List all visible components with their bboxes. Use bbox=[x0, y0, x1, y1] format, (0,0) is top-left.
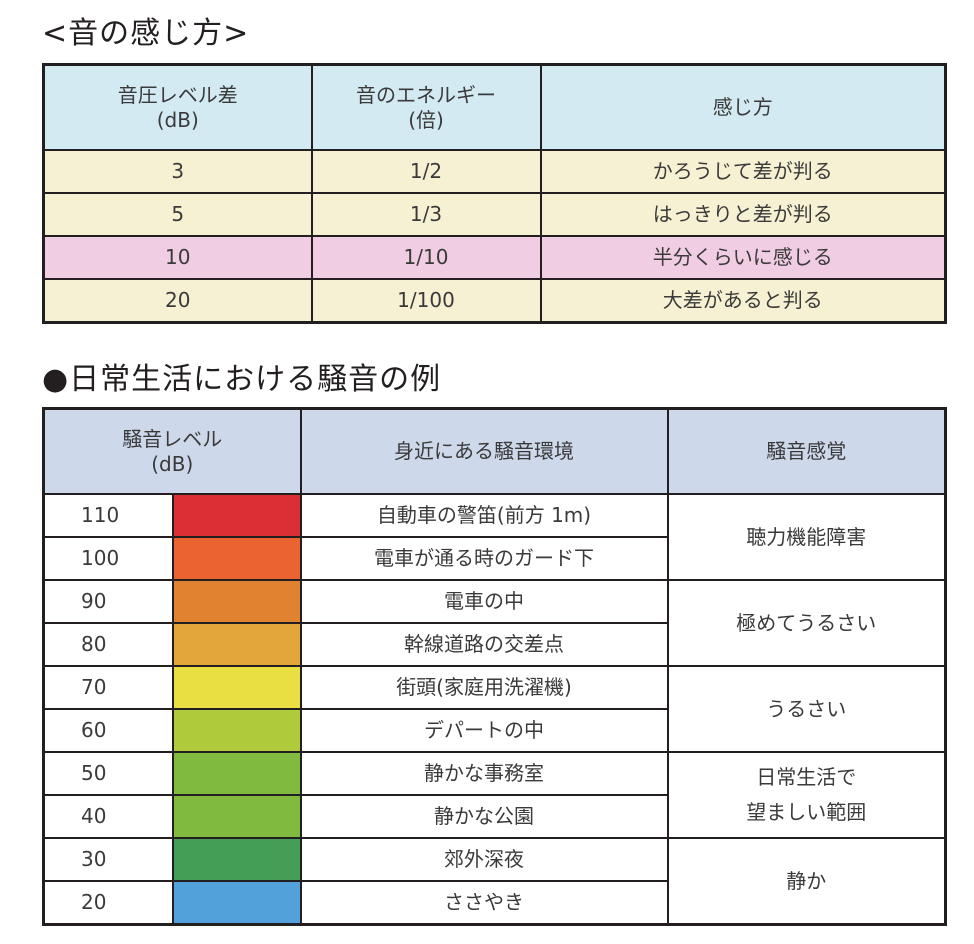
feeling-line: 望ましい範囲 bbox=[746, 800, 867, 824]
db-cell: 10 bbox=[42, 235, 313, 280]
feeling-cell: はっきりと差が判る bbox=[539, 192, 947, 237]
environment-cell: 静かな事務室 bbox=[299, 751, 669, 796]
header-unit: (倍) bbox=[408, 107, 444, 132]
environment-cell: ささやき bbox=[299, 880, 669, 926]
db-cell: 5 bbox=[42, 192, 313, 237]
table-row: 40 静かな公園 bbox=[42, 794, 946, 839]
level-cell: 110 bbox=[42, 493, 174, 538]
feeling-cell: かろうじて差が判る bbox=[539, 149, 947, 194]
header-noise-level: 騒音レベル (dB) bbox=[42, 407, 302, 495]
table-row: 70 街頭(家庭用洗濯機) うるさい bbox=[42, 665, 947, 753]
table-row: 80 幹線道路の交差点 bbox=[42, 622, 946, 667]
color-swatch bbox=[171, 493, 302, 538]
energy-cell: 1/10 bbox=[310, 235, 542, 280]
table-row: 60 デパートの中 bbox=[42, 708, 946, 753]
table-row-highlighted: 10 1/10 半分くらいに感じる bbox=[42, 235, 947, 280]
section-title-noise-examples: ●日常生活における騒音の例 bbox=[42, 362, 442, 397]
color-swatch bbox=[171, 579, 302, 624]
header-line: 騒音レベル bbox=[122, 426, 223, 451]
environment-cell: 幹線道路の交差点 bbox=[299, 622, 669, 667]
feeling-cell: 静か bbox=[666, 837, 947, 926]
header-environment: 身近にある騒音環境 bbox=[299, 407, 669, 495]
noise-examples-table: 騒音レベル (dB) 身近にある騒音環境 騒音感覚 110 自動車の警笛(前方 … bbox=[42, 407, 947, 926]
color-swatch bbox=[171, 665, 302, 710]
table-row: 110 自動車の警笛(前方 1m) 聴力機能障害 bbox=[42, 493, 947, 581]
table-row: 50 静かな事務室 日常生活で 望ましい範囲 bbox=[42, 751, 947, 839]
feeling-cell: 日常生活で 望ましい範囲 bbox=[666, 751, 947, 839]
level-cell: 30 bbox=[42, 837, 174, 882]
feeling-cell: 大差があると判る bbox=[539, 278, 947, 324]
table-row: 20 ささやき bbox=[42, 880, 946, 926]
environment-cell: 電車が通る時のガード下 bbox=[299, 536, 669, 581]
color-swatch bbox=[171, 880, 302, 926]
energy-cell: 1/3 bbox=[310, 192, 542, 237]
feeling-cell: 半分くらいに感じる bbox=[539, 235, 947, 280]
feeling-cell: 極めてうるさい bbox=[666, 579, 947, 667]
color-swatch bbox=[171, 536, 302, 581]
environment-cell: 街頭(家庭用洗濯機) bbox=[299, 665, 669, 710]
environment-cell: デパートの中 bbox=[299, 708, 669, 753]
color-swatch bbox=[171, 622, 302, 667]
feeling-cell: 聴力機能障害 bbox=[666, 493, 947, 581]
environment-cell: 電車の中 bbox=[299, 579, 669, 624]
color-swatch bbox=[171, 837, 302, 882]
energy-cell: 1/2 bbox=[310, 149, 542, 194]
sound-perception-table: 音圧レベル差 (dB) 音のエネルギー (倍) 感じ方 3 1/2 かろうじて差… bbox=[42, 63, 947, 324]
environment-cell: 郊外深夜 bbox=[299, 837, 669, 882]
level-cell: 70 bbox=[42, 665, 174, 710]
db-cell: 3 bbox=[42, 149, 313, 194]
feeling-cell: うるさい bbox=[666, 665, 947, 753]
level-cell: 80 bbox=[42, 622, 174, 667]
header-noise-feeling: 騒音感覚 bbox=[666, 407, 947, 495]
table-header-row: 騒音レベル (dB) 身近にある騒音環境 騒音感覚 bbox=[42, 407, 947, 495]
feeling-line: 日常生活で bbox=[756, 765, 857, 789]
level-cell: 40 bbox=[42, 794, 174, 839]
level-cell: 50 bbox=[42, 751, 174, 796]
color-swatch bbox=[171, 751, 302, 796]
color-swatch bbox=[171, 794, 302, 839]
header-line: 音のエネルギー bbox=[356, 82, 496, 107]
header-perception: 感じ方 bbox=[539, 63, 947, 151]
header-line: 音圧レベル差 bbox=[117, 82, 238, 107]
header-pressure-level-diff: 音圧レベル差 (dB) bbox=[42, 63, 313, 151]
header-unit: (dB) bbox=[156, 107, 199, 132]
table-row: 3 1/2 かろうじて差が判る bbox=[42, 149, 947, 194]
section-title-sound-perception: <音の感じ方> bbox=[42, 16, 250, 51]
header-sound-energy: 音のエネルギー (倍) bbox=[310, 63, 542, 151]
level-cell: 60 bbox=[42, 708, 174, 753]
db-cell: 20 bbox=[42, 278, 313, 324]
table-row: 5 1/3 はっきりと差が判る bbox=[42, 192, 947, 237]
table-row: 20 1/100 大差があると判る bbox=[42, 278, 947, 324]
header-unit: (dB) bbox=[151, 451, 194, 476]
environment-cell: 自動車の警笛(前方 1m) bbox=[299, 493, 669, 538]
table-row: 100 電車が通る時のガード下 bbox=[42, 536, 946, 581]
table-header-row: 音圧レベル差 (dB) 音のエネルギー (倍) 感じ方 bbox=[42, 63, 947, 151]
energy-cell: 1/100 bbox=[310, 278, 542, 324]
level-cell: 100 bbox=[42, 536, 174, 581]
level-cell: 20 bbox=[42, 880, 174, 926]
color-swatch bbox=[171, 708, 302, 753]
environment-cell: 静かな公園 bbox=[299, 794, 669, 839]
level-cell: 90 bbox=[42, 579, 174, 624]
table-row: 30 郊外深夜 静か bbox=[42, 837, 947, 926]
table-row: 90 電車の中 極めてうるさい bbox=[42, 579, 947, 667]
